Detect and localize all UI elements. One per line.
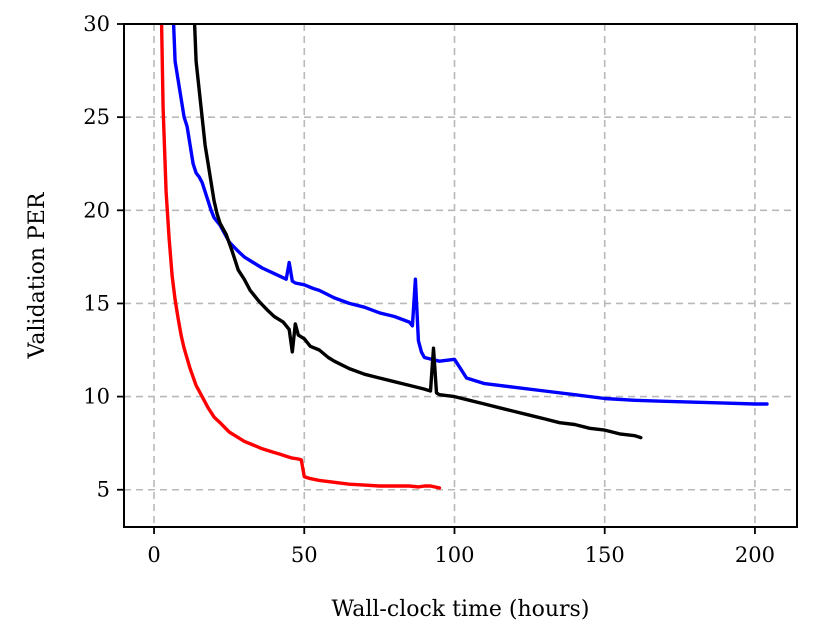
x-tick-label: 0 — [147, 543, 160, 567]
y-tick-label: 5 — [97, 478, 110, 502]
x-axis-label: Wall-clock time (hours) — [332, 597, 590, 622]
x-tick-label: 100 — [434, 543, 474, 567]
y-tick-label: 20 — [83, 198, 110, 222]
y-tick-label: 30 — [83, 12, 110, 36]
y-tick-label: 25 — [83, 105, 110, 129]
series-line-1 — [159, 24, 442, 490]
plot-frame — [123, 23, 798, 528]
y-tick-label: 15 — [83, 291, 110, 315]
series-line-2 — [171, 24, 769, 406]
axis-ticks: 0 50 100 150 200 5 10 15 20 25 30 — [83, 12, 775, 567]
x-tick-label: 150 — [585, 543, 625, 567]
y-axis-label: Validation PER — [25, 191, 50, 359]
series-lines — [159, 24, 769, 490]
x-tick-label: 200 — [735, 543, 775, 567]
series-line-3 — [192, 24, 643, 440]
y-tick-label: 10 — [83, 385, 110, 409]
grid-lines — [124, 24, 797, 527]
x-tick-label: 50 — [291, 543, 318, 567]
